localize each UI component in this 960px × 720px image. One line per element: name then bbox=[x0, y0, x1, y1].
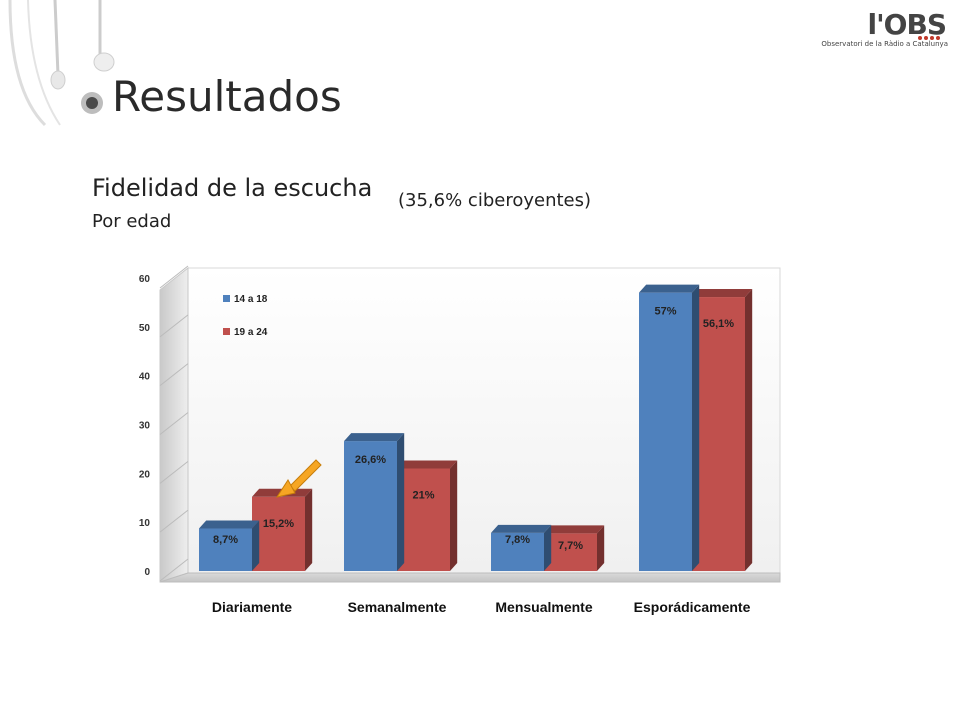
bar-series2-3-top bbox=[692, 289, 753, 298]
bar-series2-1-top bbox=[397, 460, 458, 469]
y-gridline bbox=[159, 412, 189, 435]
bar-series2-1-side bbox=[450, 460, 458, 571]
y-tick-label: 40 bbox=[139, 372, 151, 383]
subtitle-note: (35,6% ciberoyentes) bbox=[398, 190, 592, 211]
chart-floor bbox=[159, 572, 781, 583]
bar-series2-2-label: 7,7% bbox=[558, 540, 583, 552]
bar-series1-2 bbox=[491, 532, 544, 571]
y-gridline bbox=[159, 314, 189, 338]
bar-series2-0-label: 15,2% bbox=[263, 518, 294, 530]
y-tick-label: 50 bbox=[139, 323, 151, 334]
logo-text: l'OBS bbox=[867, 8, 947, 41]
slide-title: Resultados bbox=[112, 72, 342, 121]
bar-series2-3-side bbox=[745, 289, 753, 571]
group-label: Por edad bbox=[92, 211, 172, 232]
bar-series2-0 bbox=[252, 496, 305, 571]
bar-series2-3-label: 56,1% bbox=[703, 318, 734, 330]
bar-series1-2-top bbox=[491, 524, 552, 533]
bar-series1-0-top bbox=[199, 520, 260, 529]
x-category-label: Diariamente bbox=[212, 599, 292, 615]
y-gridline bbox=[159, 460, 189, 484]
slide-subtitle: Fidelidad de la escucha bbox=[92, 174, 373, 202]
bar-series1-1-label: 26,6% bbox=[355, 454, 386, 466]
legend-label: 19 a 24 bbox=[234, 327, 268, 338]
bar-series2-2-side bbox=[597, 525, 605, 571]
x-category-label: Mensualmente bbox=[495, 599, 592, 615]
bar-series1-1-top bbox=[344, 433, 405, 442]
y-tick-label: 30 bbox=[139, 421, 151, 432]
y-tick-label: 60 bbox=[139, 274, 151, 285]
chart-side-wall bbox=[159, 266, 189, 583]
bar-series1-0-side bbox=[252, 520, 260, 571]
legend-swatch bbox=[223, 295, 230, 302]
highlight-arrow-icon bbox=[275, 459, 322, 498]
earphones-decoration bbox=[8, 0, 115, 127]
bar-series1-3-top bbox=[639, 284, 700, 293]
bar-series1-3 bbox=[639, 292, 692, 571]
y-tick-label: 0 bbox=[144, 567, 150, 578]
bar-series2-0-side bbox=[305, 488, 313, 571]
bar-series2-1-label: 21% bbox=[412, 489, 434, 501]
legend-swatch bbox=[223, 328, 230, 335]
bar-series1-2-side bbox=[544, 524, 552, 571]
bar-series2-2 bbox=[544, 533, 597, 571]
y-tick-label: 20 bbox=[139, 469, 151, 480]
x-category-label: Semanalmente bbox=[348, 599, 447, 615]
logo-dots bbox=[918, 36, 940, 40]
y-gridline bbox=[159, 265, 189, 289]
bar-series1-2-label: 7,8% bbox=[505, 534, 530, 546]
y-tick-label: 10 bbox=[139, 518, 151, 529]
y-gridline bbox=[159, 509, 189, 533]
y-gridline bbox=[159, 363, 189, 387]
bar-series2-1 bbox=[397, 468, 450, 571]
obs-logo: l'OBS Observatori de la Ràdio a Cataluny… bbox=[821, 8, 952, 52]
legend-label: 14 a 18 bbox=[234, 294, 268, 305]
bar-series1-0-label: 8,7% bbox=[213, 534, 238, 546]
bar-series1-3-label: 57% bbox=[654, 306, 676, 318]
bar-series1-0 bbox=[199, 528, 252, 571]
y-gridline bbox=[159, 558, 189, 582]
bar-series1-3-side bbox=[692, 284, 700, 571]
bar-series1-1-side bbox=[397, 433, 405, 571]
bar-series1-1 bbox=[344, 441, 397, 571]
logo-subtext: Observatori de la Ràdio a Catalunya bbox=[821, 40, 948, 48]
bar-series2-2-top bbox=[544, 525, 605, 534]
x-category-label: Esporádicamente bbox=[634, 599, 751, 615]
bar-series2-3 bbox=[692, 297, 745, 571]
